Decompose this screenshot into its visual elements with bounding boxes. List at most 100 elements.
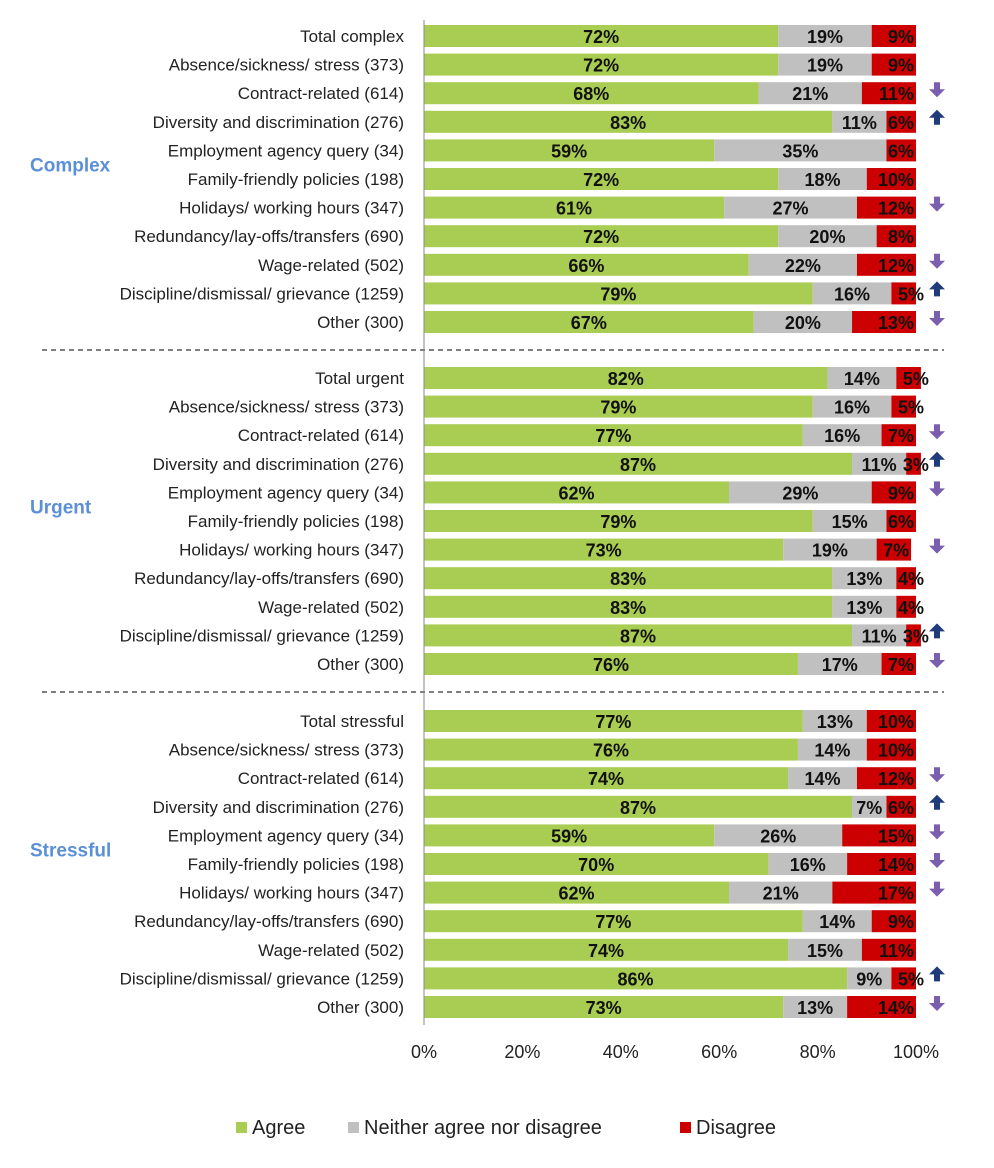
bar-segment-disagree: [876, 538, 912, 561]
data-label: 10%: [878, 741, 914, 761]
data-label: 3%: [903, 626, 929, 646]
data-label: 35%: [782, 141, 818, 161]
data-label: 59%: [551, 826, 587, 846]
bar-segment-disagree: [847, 996, 916, 1018]
arrow-down-icon: [929, 767, 945, 783]
bar-segment-disagree: [842, 824, 916, 847]
bar-segment-neither: [847, 967, 892, 990]
bar-segment-neither: [788, 938, 862, 961]
data-label: 7%: [883, 541, 909, 561]
data-label: 16%: [834, 284, 870, 304]
x-tick-label: 20%: [504, 1042, 540, 1062]
legend-swatch: [680, 1122, 691, 1133]
data-label: 15%: [832, 512, 868, 532]
bar-segment-disagree: [861, 938, 916, 961]
data-label: 82%: [608, 369, 644, 389]
data-label: 6%: [888, 113, 914, 133]
data-label: 7%: [888, 655, 914, 675]
data-label: 74%: [588, 769, 624, 789]
x-tick-label: 0%: [411, 1042, 437, 1062]
bar-segment-agree: [424, 53, 779, 76]
bar-segment-agree: [424, 139, 715, 162]
data-label: 21%: [792, 84, 828, 104]
data-label: 62%: [559, 483, 595, 503]
data-label: 16%: [834, 398, 870, 418]
bar-segment-disagree: [852, 311, 916, 333]
row-label: Employment agency query (34): [168, 141, 404, 160]
bar-segment-neither: [778, 53, 872, 76]
row-label: Family-friendly policies (198): [188, 855, 404, 874]
arrow-down-icon: [929, 82, 945, 98]
data-label: 15%: [807, 941, 843, 961]
bar-segment-disagree: [881, 424, 916, 447]
bar-segment-disagree: [832, 881, 916, 904]
bar-segment-agree: [424, 881, 730, 904]
data-label: 67%: [571, 313, 607, 333]
arrow-down-icon: [929, 996, 945, 1011]
row-label: Holidays/ working hours (347): [179, 541, 404, 560]
bar-segment-agree: [424, 510, 813, 532]
data-label: 11%: [862, 626, 897, 646]
bar-segment-neither: [852, 795, 887, 818]
group-label: Stressful: [30, 841, 111, 862]
data-label: 13%: [846, 598, 882, 618]
bar-segment-agree: [424, 452, 853, 475]
bar-segment-disagree: [906, 452, 921, 475]
arrow-down-icon: [929, 538, 945, 554]
bar-segment-disagree: [866, 710, 916, 732]
arrow-up-icon: [929, 281, 945, 297]
bar-segment-disagree: [856, 767, 916, 790]
data-label: 20%: [785, 313, 821, 333]
legend-swatch: [236, 1122, 247, 1133]
data-label: 15%: [878, 826, 914, 846]
arrow-up-icon: [929, 794, 945, 810]
bar-segment-neither: [729, 481, 872, 504]
data-label: 72%: [583, 27, 619, 47]
data-label: 87%: [620, 798, 656, 818]
bar-segment-agree: [424, 910, 803, 933]
row-label: Redundancy/lay-offs/transfers (690): [134, 912, 404, 931]
data-label: 83%: [610, 598, 646, 618]
bar-segment-neither: [778, 25, 872, 47]
bar-segment-neither: [724, 196, 857, 219]
arrow-up-icon: [929, 451, 945, 467]
bar-segment-disagree: [871, 53, 916, 76]
data-label: 29%: [782, 483, 818, 503]
bar-segment-agree: [424, 367, 828, 389]
row-label: Wage-related (502): [258, 256, 404, 275]
data-label: 73%: [586, 541, 622, 561]
row-label: Holidays/ working hours (347): [179, 884, 404, 903]
data-label: 87%: [620, 626, 656, 646]
data-label: 5%: [898, 969, 924, 989]
bar-segment-disagree: [871, 481, 916, 504]
bar-segment-neither: [778, 168, 867, 190]
bar-segment-neither: [714, 139, 887, 162]
arrow-down-icon: [929, 311, 945, 326]
data-label: 16%: [824, 426, 860, 446]
bar-segment-disagree: [886, 139, 916, 162]
bar-segment-agree: [424, 967, 848, 990]
bar-segment-agree: [424, 395, 813, 418]
bar-segment-disagree: [896, 595, 916, 618]
bar-segment-agree: [424, 567, 833, 590]
bar-segment-neither: [812, 395, 892, 418]
bar-segment-agree: [424, 595, 833, 618]
data-label: 16%: [790, 855, 826, 875]
bar-segment-agree: [424, 168, 779, 190]
data-label: 9%: [856, 969, 882, 989]
data-label: 7%: [888, 426, 914, 446]
bar-segment-agree: [424, 996, 784, 1018]
arrow-down-icon: [929, 653, 945, 668]
bar-segment-disagree: [871, 25, 916, 47]
row-label: Diversity and discrimination (276): [153, 113, 404, 132]
data-label: 66%: [568, 256, 604, 276]
bar-segment-neither: [783, 996, 848, 1018]
data-label: 86%: [618, 969, 654, 989]
data-label: 83%: [610, 569, 646, 589]
data-label: 14%: [878, 855, 914, 875]
row-label: Absence/sickness/ stress (373): [169, 398, 404, 417]
row-label: Other (300): [317, 655, 404, 674]
group-label: Complex: [30, 156, 111, 177]
bar-segment-neither: [832, 567, 897, 590]
